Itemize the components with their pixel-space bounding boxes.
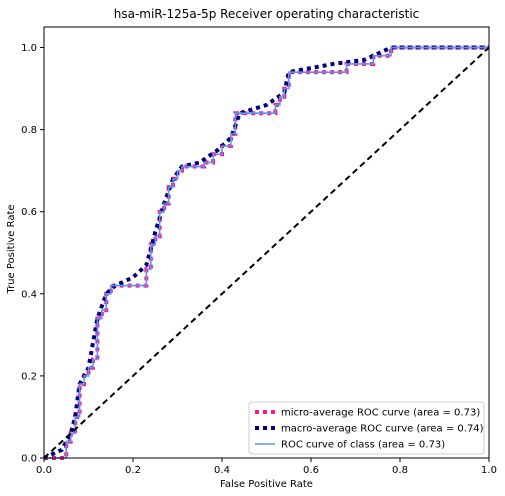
x-tick-label: 0.8 — [392, 465, 408, 476]
y-tick-label: 0.0 — [21, 454, 37, 465]
y-tick-label: 0.4 — [21, 289, 37, 300]
x-tick-label: 1.0 — [481, 465, 497, 476]
x-tick-label: 0.4 — [214, 465, 230, 476]
y-axis-label: True Positive Rate — [6, 204, 17, 294]
y-tick-label: 1.0 — [21, 43, 37, 54]
legend-label-1: macro-average ROC curve (area = 0.74) — [281, 424, 484, 435]
x-tick-label: 0.2 — [125, 465, 141, 476]
y-tick-label: 0.8 — [21, 125, 37, 136]
series-group — [44, 48, 489, 458]
legend-label-0: micro-average ROC curve (area = 0.73) — [281, 408, 480, 419]
x-tick-label: 0.6 — [303, 465, 319, 476]
legend: micro-average ROC curve (area = 0.73) mac… — [249, 402, 484, 454]
plot-frame — [44, 27, 489, 458]
x-axis-label: False Positive Rate — [220, 479, 313, 490]
chart-title: hsa-miR-125a-5p Receiver operating chara… — [114, 7, 420, 21]
legend-label-2: ROC curve of class (area = 0.73) — [281, 440, 445, 451]
y-tick-label: 0.2 — [21, 371, 37, 382]
series-line-3 — [44, 48, 489, 458]
x-tick-label: 0.0 — [36, 465, 52, 476]
y-tick-label: 0.6 — [21, 207, 37, 218]
